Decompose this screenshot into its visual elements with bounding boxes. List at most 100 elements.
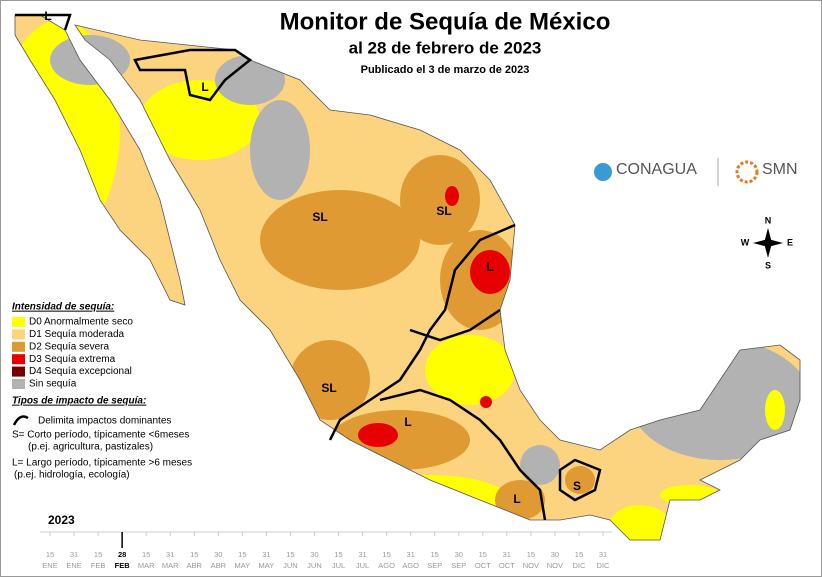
legend-label: D4 Sequía excepcional [29, 366, 132, 377]
d0-area [425, 335, 515, 405]
compass-e: E [787, 237, 793, 247]
logos: CONAGUA SMN [594, 158, 798, 186]
timeline-month: ENE [42, 561, 57, 570]
timeline-day: 30 [551, 550, 559, 559]
timeline-month: ABR [187, 561, 203, 570]
impact-label: L [44, 9, 51, 23]
legend-label: D3 Sequía extrema [29, 354, 116, 365]
timeline-day: 30 [455, 550, 463, 559]
timeline-month: JUN [283, 561, 298, 570]
timeline-month: MAY [259, 561, 275, 570]
compass-s: S [765, 260, 771, 270]
timeline-month: MAR [138, 561, 155, 570]
timeline-day: 15 [238, 550, 246, 559]
legend-label: D0 Anormalmente seco [29, 317, 133, 328]
d3-area [470, 250, 510, 294]
impacts-s-example: (p.ej. agricultura, pastizales) [28, 442, 153, 453]
timeline-day: 15 [382, 550, 390, 559]
legend-swatch [12, 329, 25, 340]
timeline-day: 31 [503, 550, 511, 559]
subtitle: al 28 de febrero de 2023 [349, 38, 542, 57]
timeline-month: SEP [427, 561, 442, 570]
impact-label: SL [312, 210, 327, 224]
conagua-logo: CONAGUA [616, 161, 697, 178]
timeline-day: 31 [166, 550, 174, 559]
legend-label: D2 Sequía severa [29, 341, 109, 352]
timeline-month: NOV [523, 561, 539, 570]
impacts-l: L= Largo período, típicamente >6 meses [12, 458, 192, 469]
impacts-line: Delimita impactos dominantes [38, 416, 171, 427]
d3-area [358, 423, 398, 447]
impact-line [409, 308, 501, 342]
impact-lines [15, 13, 602, 521]
impact-label: SL [436, 204, 451, 218]
timeline-month: AGO [378, 561, 395, 570]
impact-line [15, 13, 72, 31]
timeline-month: DIC [597, 561, 611, 570]
timeline-day: 15 [527, 550, 535, 559]
timeline-month: MAR [162, 561, 179, 570]
timeline-day: 31 [262, 550, 270, 559]
timeline-day: 15 [46, 550, 54, 559]
timeline-day: 28 [118, 550, 126, 559]
timeline-month: FEB [115, 561, 131, 570]
compass: N S W E [741, 215, 793, 270]
timeline-year: 2023 [48, 513, 75, 527]
no-drought-area [520, 445, 560, 485]
impact-line [328, 223, 516, 441]
d3-area [445, 186, 459, 206]
published: Publicado el 3 de marzo de 2023 [361, 64, 530, 76]
timeline: 15 ENE 31 ENE 15 FEB 28 FEB 15 MAR 31 MAR 15 ABR 30 ABR… [42, 532, 610, 570]
timeline-day: 30 [214, 550, 222, 559]
d2-area [400, 155, 480, 245]
timeline-month: NOV [547, 561, 563, 570]
timeline-month: ABR [211, 561, 227, 570]
timeline-day: 15 [431, 550, 439, 559]
legend-swatch [12, 379, 25, 389]
timeline-day: 15 [94, 550, 102, 559]
impacts-s: S= Corto período, típicamente <6meses [12, 430, 189, 441]
smn-logo: SMN [762, 161, 798, 178]
no-drought-area [250, 100, 310, 200]
no-drought-area [215, 55, 285, 105]
d3-area [480, 396, 492, 408]
impact-label: S [573, 479, 581, 493]
compass-n: N [765, 215, 772, 225]
legend-swatch [12, 366, 25, 377]
timeline-month: OCT [499, 561, 515, 570]
title: Monitor de Sequía de México [280, 8, 611, 35]
timeline-day: 31 [70, 550, 78, 559]
timeline-day: 15 [334, 550, 342, 559]
impact-label: L [513, 492, 520, 506]
impact-label: SL [321, 381, 336, 395]
timeline-day: 30 [310, 550, 318, 559]
timeline-day: 15 [142, 550, 150, 559]
impact-label: L [201, 80, 208, 94]
impacts-l-example: (p.ej. hidrología, ecología) [14, 470, 130, 481]
impact-line [133, 48, 253, 102]
timeline-month: JUL [332, 561, 345, 570]
impact-line [379, 388, 547, 521]
d2-area [565, 466, 595, 494]
timeline-day: 15 [575, 550, 583, 559]
timeline-month: OCT [475, 561, 491, 570]
timeline-day: 15 [479, 550, 487, 559]
impact-label: L [486, 260, 493, 274]
timeline-day: 15 [190, 550, 198, 559]
timeline-month: JUL [356, 561, 369, 570]
d2-area [495, 480, 545, 520]
timeline-day: 15 [286, 550, 294, 559]
timeline-day: 31 [599, 550, 607, 559]
impact-line-icon [12, 415, 29, 426]
coastline [14, 14, 801, 541]
d0-area [765, 390, 785, 430]
impacts-title: Tipos de impacto de sequía: [12, 396, 146, 407]
legend-swatch [12, 354, 25, 365]
d2-area [260, 190, 420, 290]
legend-swatch [12, 341, 25, 352]
legend-swatch [12, 317, 25, 327]
legend-label: Sin sequía [29, 379, 77, 390]
